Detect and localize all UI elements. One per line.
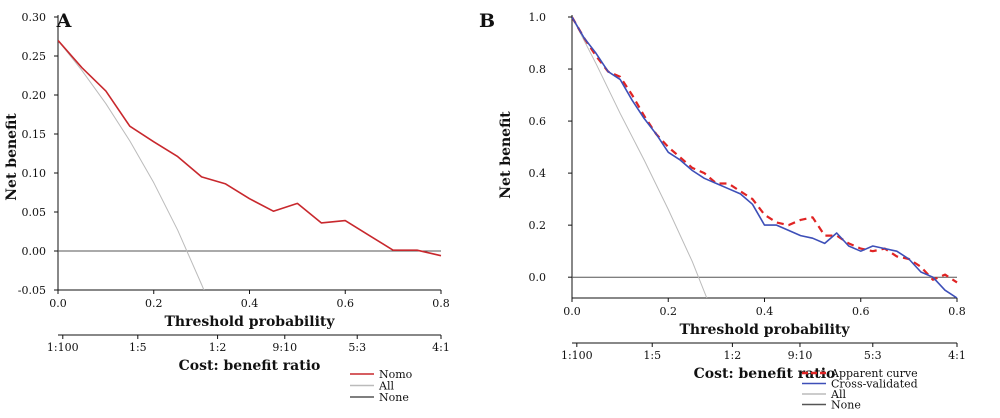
x-tick-label: 0.6 <box>337 297 355 310</box>
ratio-tick-label: 9:10 <box>272 341 297 354</box>
series-line-nomo <box>58 39 442 257</box>
legend-label-all: All <box>830 388 846 401</box>
ratio-tick-label: 1:5 <box>643 349 661 362</box>
y-tick-label: 0.8 <box>529 63 547 76</box>
panel-label: B <box>479 10 495 32</box>
legend-label-cross-validated: Cross-validated <box>831 378 918 391</box>
y-tick-label: 0.0 <box>529 271 547 284</box>
y-tick-label: 0.15 <box>22 128 47 141</box>
ratio-tick-label: 1:2 <box>724 349 742 362</box>
ratio-tick-label: 1:5 <box>129 341 147 354</box>
ratio-axis-title: Cost: benefit ratio <box>694 366 836 382</box>
panel-b: 1.0 0.8 0.6 0.4 0.2 0.0 0.0 0.2 0.4 0.6 0.8 Thresho… <box>479 10 966 412</box>
x-tick-label: 0.2 <box>660 305 678 318</box>
ratio-tick-label: 4:1 <box>432 341 450 354</box>
y-tick-label: 0.20 <box>22 89 47 102</box>
y-tick-label: 0.10 <box>22 167 47 180</box>
y-tick-label: 0.4 <box>529 167 547 180</box>
y-axis-title: Net benefit <box>498 111 514 199</box>
legend-label-nomo: Nomo <box>379 368 413 381</box>
series-line-all <box>58 40 205 290</box>
x-axis-title: Threshold probability <box>165 314 336 330</box>
x-tick-label: 0.4 <box>756 305 774 318</box>
legend-label-all: All <box>378 380 394 393</box>
y-axis-title: Net benefit <box>4 113 20 201</box>
x-tick-label: 0.0 <box>563 305 581 318</box>
y-tick-label: 0.2 <box>529 219 547 232</box>
y-tick-label: 0.30 <box>22 11 47 24</box>
y-tick-label: 0.25 <box>22 50 47 63</box>
legend-label-none: None <box>379 391 409 404</box>
y-tick-label: 0.00 <box>22 245 47 258</box>
series-line-all <box>572 16 708 298</box>
y-tick-label: -0.05 <box>18 284 46 297</box>
x-tick-label: 0.8 <box>432 297 450 310</box>
ratio-tick-label: 9:10 <box>788 349 813 362</box>
ratio-tick-label: 1:100 <box>47 341 79 354</box>
legend-label-none: None <box>831 399 861 412</box>
y-tick-label: 1.0 <box>529 11 547 24</box>
x-tick-label: 0.2 <box>145 297 163 310</box>
x-tick-label: 0.6 <box>852 305 870 318</box>
panel-label: A <box>56 10 72 32</box>
legend-label-apparent-curve: Apparent curve <box>830 367 918 380</box>
ratio-tick-label: 5:3 <box>864 349 882 362</box>
series-line-cross-validated <box>572 16 958 298</box>
panel-a: 0.30 0.25 0.20 0.15 0.10 0.05 0.00 -0.050.0 0.2 0… <box>4 10 450 404</box>
x-tick-label: 0.0 <box>49 297 67 310</box>
ratio-tick-label: 1:100 <box>561 349 593 362</box>
ratio-tick-label: 1:2 <box>209 341 227 354</box>
plot-area <box>572 16 958 298</box>
series-line-apparent-curve <box>572 16 958 284</box>
plot-area <box>58 39 442 290</box>
y-tick-label: 0.6 <box>529 115 547 128</box>
x-axis-title: Threshold probability <box>680 322 851 338</box>
ratio-tick-label: 4:1 <box>948 349 966 362</box>
x-tick-label: 0.4 <box>241 297 259 310</box>
ratio-tick-label: 5:3 <box>348 341 366 354</box>
ratio-axis-title: Cost: benefit ratio <box>179 358 321 374</box>
x-tick-label: 0.8 <box>948 305 966 318</box>
y-tick-label: 0.05 <box>22 206 47 219</box>
